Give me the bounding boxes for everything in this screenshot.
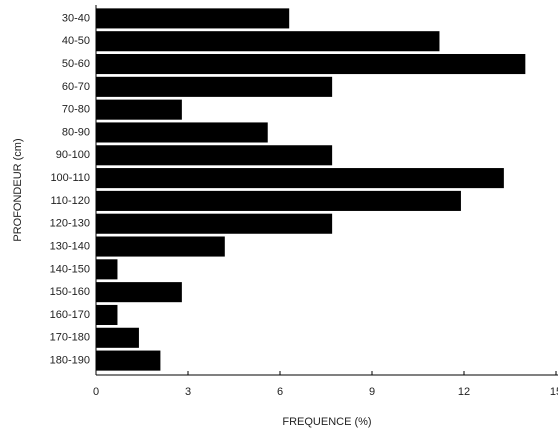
bar: [96, 168, 504, 189]
y-tick-label: 170-180: [50, 332, 90, 344]
x-tick-label: 0: [93, 386, 99, 398]
y-tick-label: 160-170: [50, 309, 90, 321]
x-tick-label: 9: [369, 386, 375, 398]
y-tick-label: 80-90: [62, 126, 90, 138]
bar: [96, 145, 333, 166]
x-axis-title: FREQUENCE (%): [282, 416, 371, 428]
y-tick-label: 130-140: [50, 240, 90, 252]
x-tick-label: 3: [185, 386, 191, 398]
bar: [96, 282, 182, 303]
x-tick-label: 15: [550, 386, 558, 398]
y-tick-label: 120-130: [50, 218, 90, 230]
y-tick-label: 110-120: [50, 195, 90, 207]
bar: [96, 304, 118, 326]
bar: [96, 213, 333, 234]
bar: [96, 259, 118, 280]
y-tick-label: 30-40: [62, 12, 90, 24]
bar: [96, 8, 290, 29]
bar: [96, 53, 526, 75]
x-tick-label: 6: [277, 386, 283, 398]
bar: [96, 350, 161, 371]
y-tick-label: 40-50: [62, 35, 90, 47]
y-tick-label: 180-190: [50, 355, 90, 367]
y-tick-label: 150-160: [50, 286, 90, 298]
bar: [96, 31, 440, 52]
y-axis-title: PROFONDEUR (cm): [12, 138, 24, 241]
y-tick-label: 140-150: [50, 263, 90, 275]
y-tick-label: 70-80: [62, 104, 90, 116]
y-tick-label: 50-60: [62, 58, 90, 70]
y-tick-label: 60-70: [62, 81, 90, 93]
bar: [96, 236, 225, 257]
x-tick-label: 12: [458, 386, 470, 398]
bar: [96, 76, 333, 97]
bar: [96, 99, 182, 120]
y-tick-label: 90-100: [56, 149, 90, 161]
bar: [96, 190, 461, 211]
y-tick-label: 100-110: [50, 172, 90, 184]
bar: [96, 327, 139, 348]
bar: [96, 122, 268, 143]
